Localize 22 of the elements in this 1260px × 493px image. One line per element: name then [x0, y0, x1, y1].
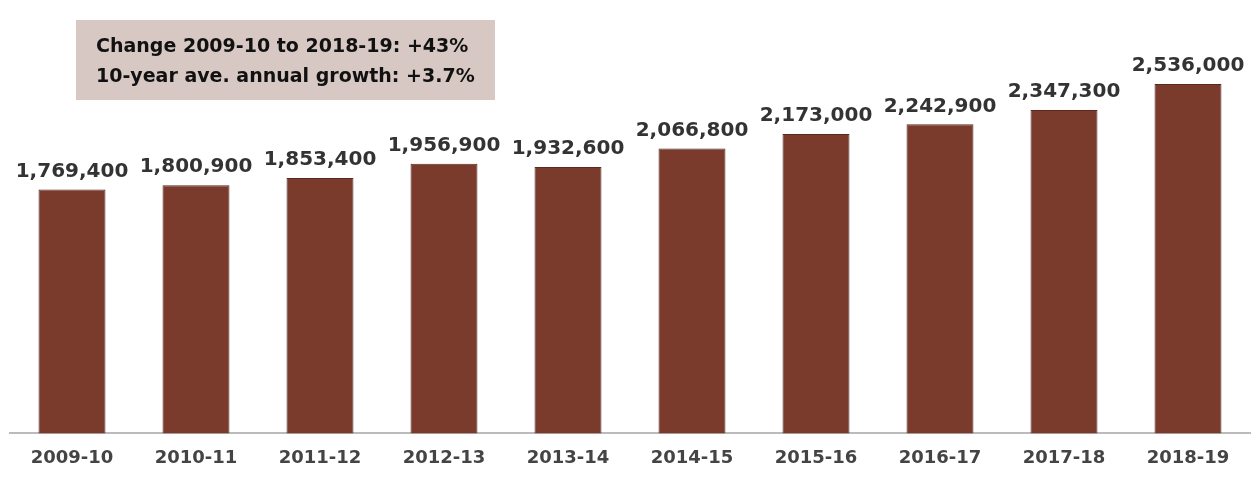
- data-label: 2,536,000: [1131, 52, 1245, 77]
- text: Change 2009-10 to 2018-19: +43%: [96, 33, 470, 58]
- data-label: 2,242,900: [883, 92, 997, 117]
- x-tick-label: 2015-16: [774, 445, 858, 467]
- data-label: 2,173,000: [759, 102, 873, 127]
- x-tick-label: 2017-18: [1022, 445, 1106, 467]
- x-tick-label: 2010-11: [154, 445, 238, 467]
- x-tick-label: 2013-14: [526, 445, 610, 467]
- x-tick-label: 2012-13: [402, 445, 486, 467]
- x-tick-label: 2009-10: [30, 445, 114, 467]
- data-label: 2,347,300: [1007, 78, 1121, 103]
- x-tick-label: 2011-12: [278, 445, 362, 467]
- data-label: 1,956,900: [387, 131, 501, 156]
- data-label: 1,853,400: [263, 146, 377, 171]
- annotation: 10-year ave. annual growth: +3.7%: [96, 63, 475, 88]
- data-label: 2,066,800: [635, 116, 749, 141]
- data-label: 1,932,600: [511, 135, 625, 160]
- data-label: 1,800,900: [139, 153, 253, 178]
- x-tick-label: 2014-15: [650, 445, 734, 467]
- x-tick-label: 2018-19: [1146, 445, 1230, 467]
- data-label: 1,769,400: [15, 157, 129, 182]
- x-tick-label: 2016-17: [898, 445, 982, 467]
